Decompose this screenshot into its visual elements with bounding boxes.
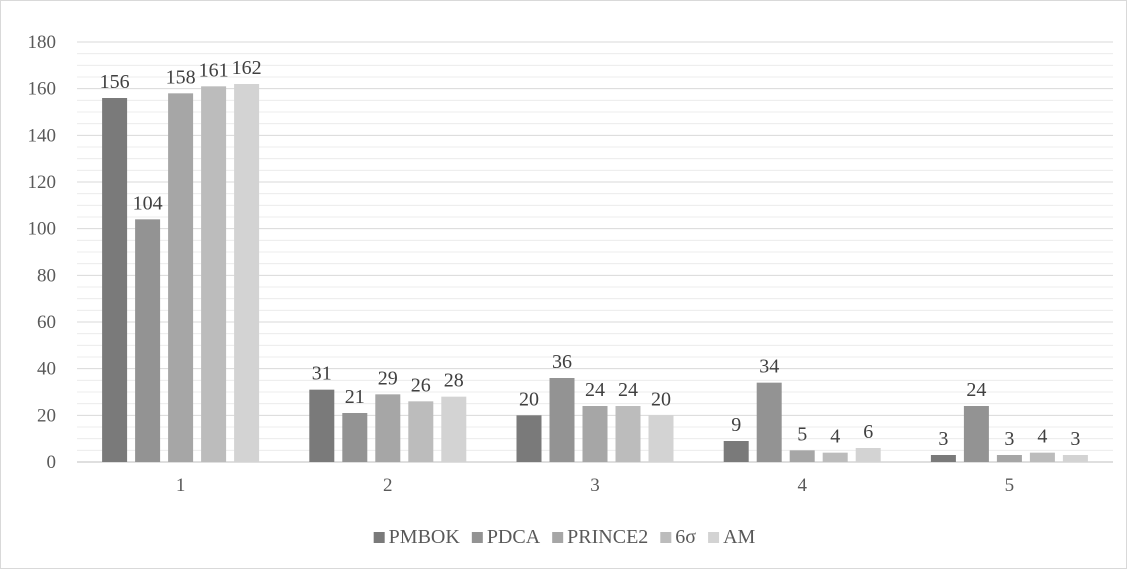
- legend-label: PMBOK: [389, 526, 461, 548]
- bar: [549, 378, 575, 462]
- y-tick-label: 60: [37, 312, 56, 333]
- data-label: 20: [519, 388, 539, 410]
- data-label: 31: [312, 363, 332, 385]
- x-tick-label: 1: [176, 475, 186, 496]
- bar: [135, 219, 161, 462]
- bar: [342, 413, 368, 462]
- bar: [408, 401, 434, 462]
- legend-swatch: [552, 532, 564, 543]
- bar: [855, 448, 881, 462]
- y-tick-label: 160: [28, 79, 57, 100]
- data-label: 20: [651, 388, 671, 410]
- data-label: 34: [759, 356, 779, 378]
- legend-swatch: [471, 532, 483, 543]
- y-tick-label: 0: [47, 452, 57, 473]
- data-label: 9: [731, 414, 741, 436]
- bar: [309, 389, 335, 462]
- data-label: 24: [618, 379, 638, 401]
- data-label: 158: [166, 66, 196, 88]
- data-label: 29: [378, 367, 398, 389]
- data-label: 4: [830, 426, 840, 448]
- bar: [1062, 455, 1088, 462]
- x-tick-label: 2: [383, 475, 393, 496]
- bar: [930, 455, 956, 462]
- x-axis-ticks: 1 2 3 4 5: [176, 475, 1014, 496]
- x-tick-label: 4: [797, 475, 807, 496]
- y-tick-label: 100: [28, 219, 57, 240]
- data-label: 3: [1004, 428, 1014, 450]
- y-tick-label: 140: [28, 125, 57, 146]
- data-label: 21: [345, 386, 365, 408]
- bar: [756, 382, 782, 462]
- legend-item: PDCA: [471, 526, 541, 548]
- data-label: 6: [863, 421, 873, 443]
- data-label: 28: [444, 370, 464, 392]
- bar: [789, 450, 815, 462]
- data-label: 104: [133, 192, 163, 214]
- bar: [375, 394, 401, 462]
- data-label: 161: [199, 59, 229, 81]
- bar: [234, 84, 260, 462]
- bar: [615, 406, 641, 462]
- x-tick-label: 5: [1005, 475, 1015, 496]
- data-label: 26: [411, 374, 431, 396]
- bar: [516, 415, 542, 462]
- legend-item: 6σ: [660, 526, 696, 548]
- data-label: 162: [232, 57, 262, 79]
- data-label: 24: [585, 379, 605, 401]
- bar: [648, 415, 674, 462]
- bar: [102, 98, 128, 462]
- y-axis-ticks: 0 20 40 60 80 100 120 140 160 180: [28, 32, 57, 473]
- legend-item: PMBOK: [373, 526, 461, 548]
- bar: [582, 406, 608, 462]
- legend-swatch: [708, 532, 720, 543]
- y-tick-label: 80: [37, 265, 56, 286]
- data-label: 5: [797, 423, 807, 445]
- y-tick-label: 120: [28, 172, 57, 193]
- bar: [201, 86, 227, 462]
- legend-label: AM: [723, 526, 755, 548]
- legend-label: PRINCE2: [567, 526, 648, 548]
- legend: PMBOK PDCA PRINCE2 6σ AM: [373, 526, 756, 548]
- bar: [441, 396, 467, 462]
- data-label: 156: [100, 71, 130, 93]
- bar: [996, 455, 1022, 462]
- bar: [822, 452, 848, 462]
- bar: [1029, 452, 1055, 462]
- data-label: 3: [938, 428, 948, 450]
- legend-label: 6σ: [675, 526, 696, 548]
- bar: [963, 406, 989, 462]
- legend-swatch: [373, 532, 385, 543]
- data-label: 24: [966, 379, 986, 401]
- legend-swatch: [660, 532, 672, 543]
- legend-item: PRINCE2: [552, 526, 648, 548]
- y-tick-label: 20: [37, 405, 56, 426]
- data-label: 36: [552, 351, 572, 373]
- legend-label: PDCA: [487, 526, 541, 548]
- legend-item: AM: [708, 526, 756, 548]
- y-tick-label: 180: [28, 32, 57, 53]
- data-label: 4: [1037, 426, 1047, 448]
- bar: [723, 441, 749, 462]
- y-tick-label: 40: [37, 359, 56, 380]
- bars: [102, 84, 1088, 462]
- data-label: 3: [1070, 428, 1080, 450]
- bar: [168, 93, 194, 462]
- x-tick-label: 3: [590, 475, 600, 496]
